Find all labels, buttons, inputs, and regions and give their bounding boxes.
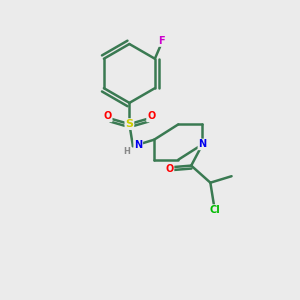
- Text: H: H: [123, 147, 130, 156]
- Text: O: O: [165, 164, 174, 173]
- Text: O: O: [147, 111, 155, 122]
- Text: N: N: [198, 140, 206, 149]
- Text: S: S: [125, 119, 134, 129]
- Text: N: N: [134, 140, 142, 150]
- Text: O: O: [103, 111, 112, 122]
- Text: F: F: [158, 36, 165, 46]
- Text: Cl: Cl: [210, 205, 221, 215]
